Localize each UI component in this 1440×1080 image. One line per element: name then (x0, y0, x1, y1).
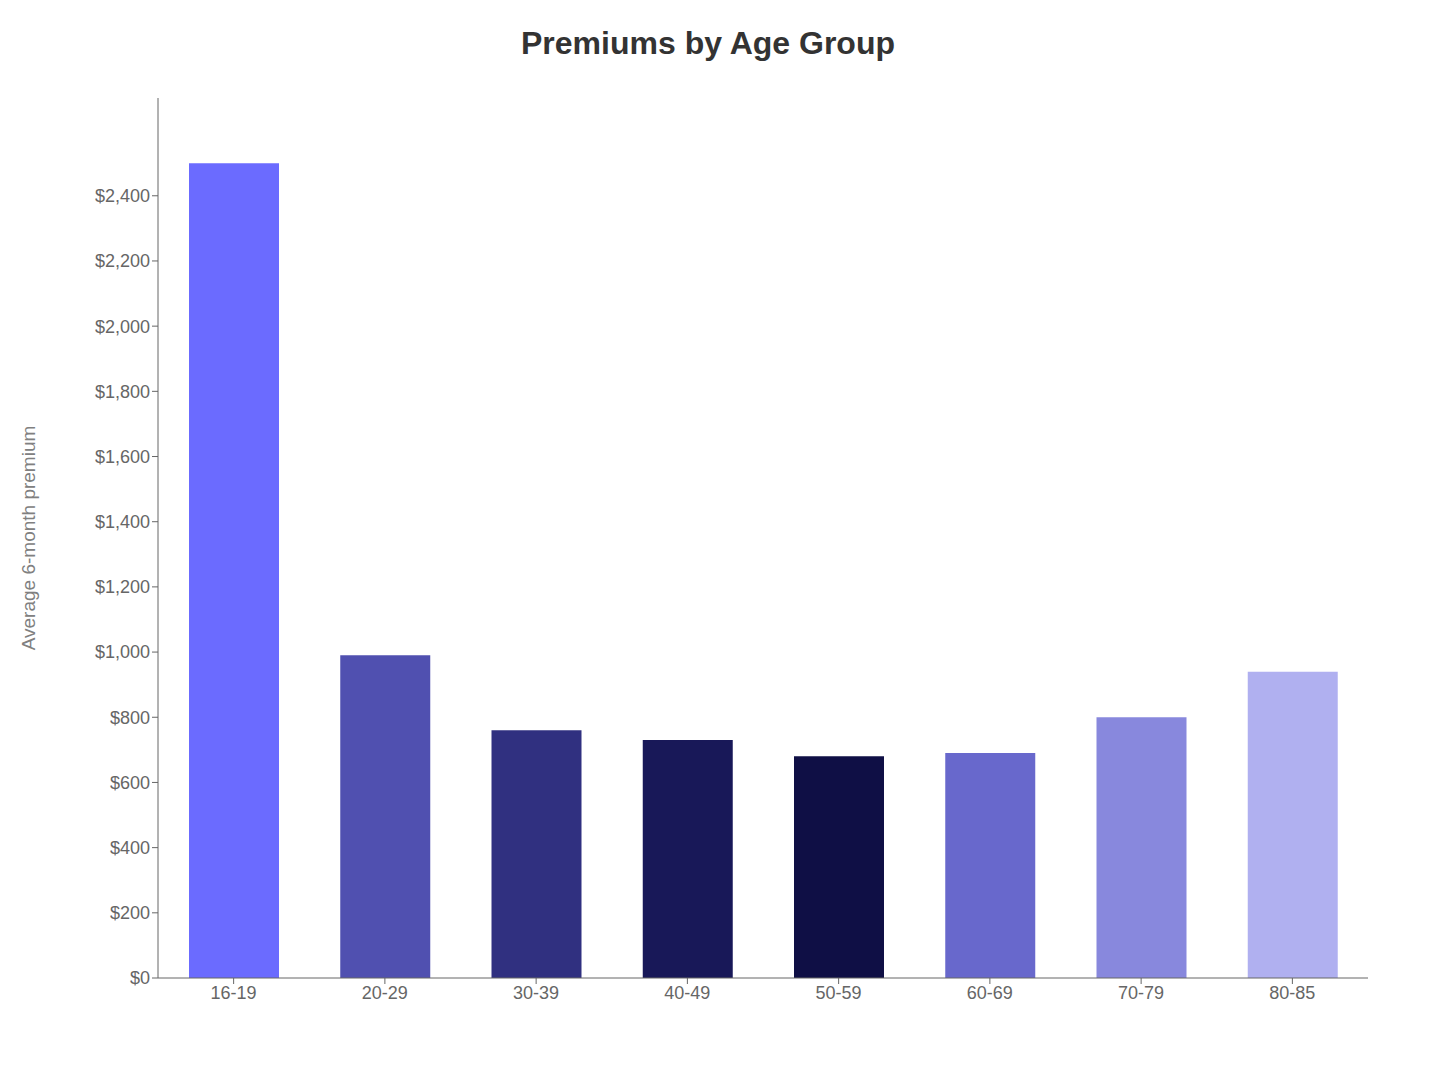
svg-text:$2,200: $2,200 (95, 251, 150, 271)
svg-text:$2,400: $2,400 (95, 186, 150, 206)
svg-text:$400: $400 (110, 838, 150, 858)
svg-text:50-59: 50-59 (816, 983, 862, 1003)
svg-text:$600: $600 (110, 773, 150, 793)
svg-text:30-39: 30-39 (513, 983, 559, 1003)
svg-text:$0: $0 (130, 968, 150, 988)
svg-text:70-79: 70-79 (1118, 983, 1164, 1003)
svg-text:$1,600: $1,600 (95, 447, 150, 467)
html-text:Premiums by Age Group: Premiums by Age Group (521, 24, 895, 61)
svg-text:60-69: 60-69 (967, 983, 1013, 1003)
svg-text:80-85: 80-85 (1269, 983, 1315, 1003)
svg-text:40-49: 40-49 (664, 983, 710, 1003)
svg-text:$1,200: $1,200 (95, 577, 150, 597)
svg-text:$1,000: $1,000 (95, 642, 150, 662)
svg-text:$200: $200 (110, 903, 150, 923)
svg-text:$2,000: $2,000 (95, 317, 150, 337)
svg-text:16-19: 16-19 (211, 983, 257, 1003)
svg-text:Average 6-month premium: Average 6-month premium (18, 426, 39, 651)
svg-text:$800: $800 (110, 708, 150, 728)
svg-text:$1,800: $1,800 (95, 382, 150, 402)
svg-text:$1,400: $1,400 (95, 512, 150, 532)
svg-text:20-29: 20-29 (362, 983, 408, 1003)
